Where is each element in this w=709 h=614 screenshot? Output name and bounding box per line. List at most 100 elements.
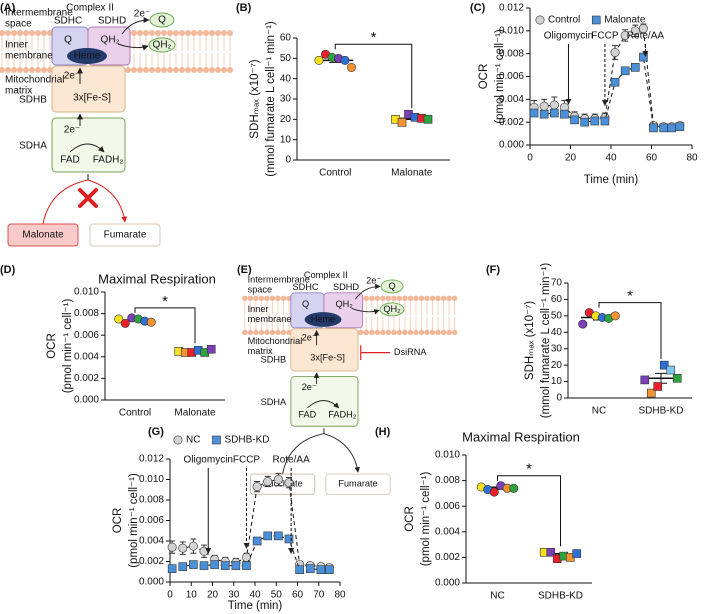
data-point — [346, 62, 356, 72]
q-oval — [380, 279, 404, 294]
y-tick-label: 0.006 — [435, 501, 460, 512]
lipid-head — [380, 295, 386, 302]
arrow — [121, 17, 150, 35]
data-point — [639, 52, 648, 62]
lipid-head — [435, 295, 441, 302]
x-axis-label: Time (min) — [584, 174, 639, 186]
data-point — [667, 123, 677, 133]
series-line — [533, 55, 680, 129]
data-point — [325, 565, 334, 575]
x-tick-label: 30 — [228, 590, 240, 601]
lipid-head — [149, 67, 155, 73]
data-point — [509, 483, 519, 493]
panel-label: (F) — [486, 264, 500, 276]
lipid-head — [227, 30, 233, 36]
data-point — [263, 477, 273, 487]
diagram-label: Q — [64, 35, 72, 46]
x-tick-label: SDHB-KD — [638, 406, 683, 417]
diagram-label: QH₂ — [101, 35, 120, 46]
lipid-head — [11, 67, 17, 73]
lipid-head — [363, 295, 370, 302]
diagram-label: Complex II — [304, 270, 348, 280]
data-point — [295, 565, 304, 575]
lipid-head — [215, 67, 221, 73]
x-tick-label: 40 — [249, 590, 261, 601]
data-point — [610, 77, 620, 87]
x-tick-label: 0 — [167, 590, 173, 601]
lipid-head — [209, 67, 215, 73]
y-axis-label: (pmol min⁻¹ cell⁻¹) — [494, 29, 506, 124]
lipid-head — [167, 30, 173, 36]
legend-marker — [212, 435, 221, 445]
x-tick-label: 20 — [565, 153, 577, 164]
lipid-head — [429, 329, 436, 336]
diagram-label: FAD — [60, 155, 79, 166]
x-tick-label: 60 — [646, 153, 658, 164]
legend-label: SDHB-KD — [224, 435, 269, 446]
lipid-head — [369, 329, 375, 336]
data-point — [206, 344, 216, 354]
product-box — [325, 473, 391, 495]
arrow — [282, 433, 360, 475]
lipid-head — [125, 67, 131, 73]
lipid-head — [264, 295, 270, 302]
lipid-head — [131, 67, 137, 73]
lipid-head — [402, 329, 408, 336]
panel-label: (C) — [470, 2, 486, 14]
y-axis-label: OCR — [404, 506, 416, 532]
y-tick-label: 0.008 — [139, 495, 164, 506]
series-line — [172, 478, 330, 569]
data-point — [675, 122, 685, 132]
lipid-head — [17, 67, 23, 73]
lipid-head — [23, 67, 29, 73]
data-point — [646, 388, 656, 398]
data-point — [489, 487, 499, 497]
lipid-head — [440, 329, 447, 336]
data-point — [220, 561, 230, 570]
data-point — [560, 109, 569, 119]
lipid-head — [5, 30, 11, 36]
diagram-label: 2e⁻ — [366, 275, 381, 285]
y-tick-label: 40 — [551, 327, 563, 338]
lipid-head — [269, 329, 276, 336]
panel-label: (A) — [0, 2, 16, 14]
data-point — [600, 116, 610, 126]
substrate: Malonate — [22, 230, 64, 241]
data-point — [549, 108, 559, 118]
data-point — [666, 365, 676, 375]
lipid-head — [385, 295, 392, 302]
x-tick-label: NC — [490, 591, 504, 602]
panel-label: (D) — [0, 264, 16, 276]
y-tick-label: 0.004 — [74, 351, 99, 362]
data-point — [120, 318, 130, 328]
lipid-head — [0, 67, 5, 73]
x-tick-label: 10 — [186, 590, 198, 601]
y-tick-label: 0.012 — [499, 3, 524, 14]
lipid-head — [41, 67, 47, 73]
heme — [304, 312, 342, 327]
diagram-label: Complex II — [66, 3, 114, 14]
x-tick-label: 0 — [527, 153, 533, 164]
diagram-label: 2e⁻ — [134, 9, 150, 20]
lipid-head — [242, 295, 248, 302]
significance: * — [526, 461, 532, 478]
data-point — [146, 317, 156, 327]
lipid-head — [275, 295, 281, 302]
annotation: Rote/AA — [627, 31, 665, 42]
data-point — [590, 116, 600, 126]
panel-label: (B) — [236, 2, 252, 14]
y-tick-label: 70 — [551, 278, 563, 289]
panel-label: (E) — [237, 264, 252, 276]
x-tick-label: 60 — [292, 590, 304, 601]
y-tick-label: 0.002 — [74, 373, 99, 384]
data-point — [274, 531, 283, 541]
diagram-label: SDHC — [54, 16, 82, 27]
y-tick-label: 60 — [280, 33, 292, 44]
y-tick-label: 0.010 — [435, 450, 460, 461]
data-point — [659, 360, 669, 370]
chart-title: Maximal Respiration — [462, 429, 580, 444]
lipid-head — [167, 67, 173, 73]
lipid-head — [396, 329, 403, 336]
sdha — [290, 376, 359, 427]
